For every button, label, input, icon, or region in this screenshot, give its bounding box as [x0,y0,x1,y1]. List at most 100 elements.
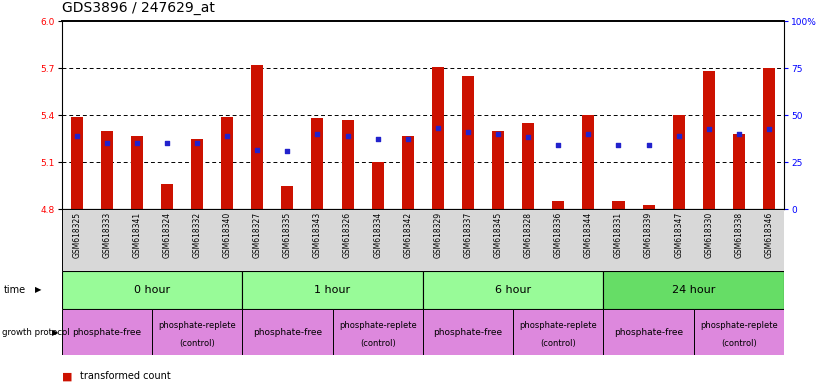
Bar [62,309,152,355]
Bar [513,309,603,355]
Bar [423,309,513,355]
Bar [694,309,784,355]
Point [371,136,384,142]
Point [250,147,264,153]
Bar [311,118,323,209]
Point [131,141,144,147]
Bar [242,271,423,309]
Point [311,131,324,137]
Bar [672,115,685,209]
Text: GSM618344: GSM618344 [584,212,593,258]
Text: ■: ■ [62,371,72,381]
Bar [152,309,242,355]
Text: GSM618326: GSM618326 [343,212,352,258]
Bar [703,71,715,209]
Bar [492,131,504,209]
Text: GSM618336: GSM618336 [554,212,562,258]
Point [221,132,234,139]
Point [763,126,776,132]
Bar [251,65,264,209]
Point [461,129,475,136]
Point [190,141,204,147]
Text: growth protocol: growth protocol [2,328,70,337]
Point [160,141,173,147]
Point [401,136,415,142]
Bar [161,184,173,209]
Text: transformed count: transformed count [80,371,171,381]
Bar [432,66,444,209]
Text: GSM618335: GSM618335 [283,212,291,258]
Text: phosphate-free: phosphate-free [433,328,502,337]
Bar [603,309,694,355]
Point [341,132,354,139]
Text: GSM618325: GSM618325 [72,212,81,258]
Point [492,131,505,137]
Bar [333,309,423,355]
Point [521,134,534,140]
Text: (control): (control) [179,339,215,348]
Text: GSM618328: GSM618328 [524,212,533,258]
Text: GSM618342: GSM618342 [403,212,412,258]
Text: (control): (control) [540,339,576,348]
Bar [612,202,625,209]
Bar [553,202,564,209]
Text: GSM618339: GSM618339 [644,212,653,258]
Bar [401,136,414,209]
Text: 6 hour: 6 hour [495,285,531,295]
Point [672,132,686,139]
Text: 24 hour: 24 hour [672,285,715,295]
Text: phosphate-replete: phosphate-replete [339,321,416,330]
Point [281,148,294,154]
Bar [582,115,594,209]
Text: 0 hour: 0 hour [134,285,170,295]
Bar [603,271,784,309]
Text: GSM618341: GSM618341 [132,212,141,258]
Bar [101,131,112,209]
Text: GSM618346: GSM618346 [764,212,773,258]
Bar [131,136,143,209]
Bar [242,309,333,355]
Text: GSM618330: GSM618330 [704,212,713,258]
Bar [522,123,534,209]
Text: GSM618338: GSM618338 [735,212,743,258]
Text: phosphate-replete: phosphate-replete [158,321,236,330]
Text: (control): (control) [721,339,757,348]
Text: phosphate-replete: phosphate-replete [700,321,777,330]
Bar [643,205,654,209]
Text: 1 hour: 1 hour [314,285,351,295]
Bar [71,117,83,209]
Text: phosphate-free: phosphate-free [614,328,683,337]
Bar [191,139,203,209]
Bar [342,120,354,209]
Text: GSM618329: GSM618329 [433,212,443,258]
Bar [372,162,383,209]
Bar [62,271,242,309]
Text: GSM618347: GSM618347 [674,212,683,258]
Text: GSM618327: GSM618327 [253,212,262,258]
Text: GSM618333: GSM618333 [103,212,111,258]
Text: GSM618332: GSM618332 [193,212,201,258]
Text: GSM618343: GSM618343 [313,212,322,258]
Point [612,142,625,148]
Bar [763,68,775,209]
Text: GSM618331: GSM618331 [614,212,623,258]
Text: phosphate-free: phosphate-free [253,328,322,337]
Text: phosphate-free: phosphate-free [72,328,141,337]
Text: GSM618340: GSM618340 [222,212,232,258]
Text: GSM618345: GSM618345 [493,212,502,258]
Point [431,125,444,131]
Point [100,141,113,147]
Bar [733,134,745,209]
Text: GSM618334: GSM618334 [374,212,382,258]
Text: GDS3896 / 247629_at: GDS3896 / 247629_at [62,2,214,15]
Point [702,126,715,132]
Text: phosphate-replete: phosphate-replete [520,321,597,330]
Point [582,131,595,137]
Point [70,132,83,139]
Bar [282,186,293,209]
Bar [221,117,233,209]
Text: time: time [4,285,26,295]
Text: GSM618324: GSM618324 [163,212,172,258]
Bar [423,271,603,309]
Bar [462,76,474,209]
